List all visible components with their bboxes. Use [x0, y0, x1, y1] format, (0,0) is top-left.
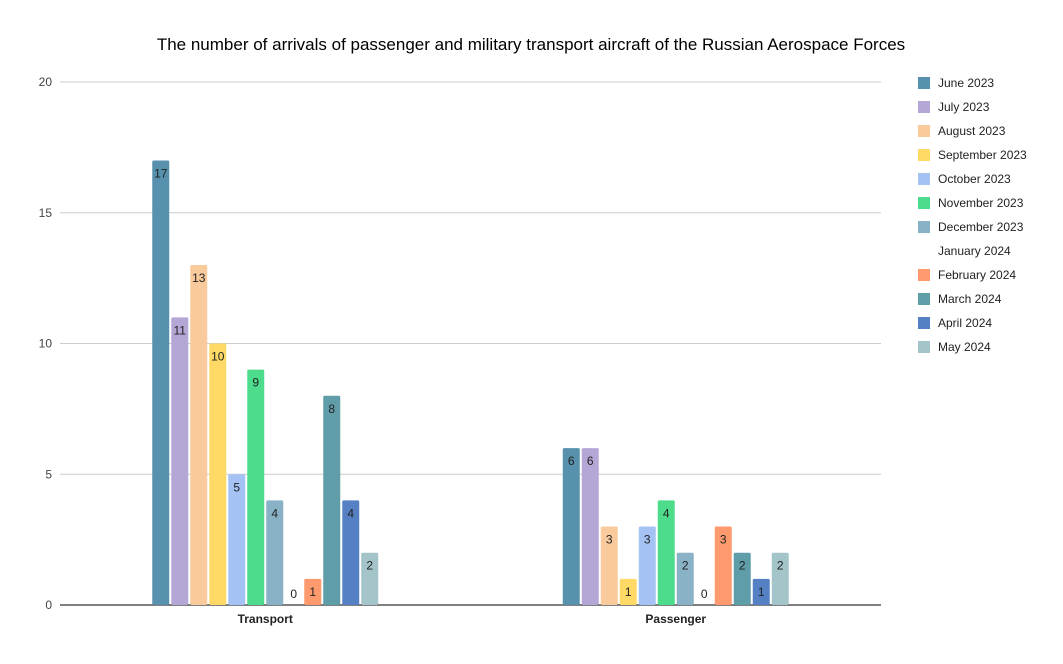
legend-item[interactable]: February 2024 [918, 268, 1016, 282]
legend-label: December 2023 [938, 220, 1024, 234]
bar [581, 448, 599, 605]
legend-swatch [918, 293, 930, 305]
data-label: 3 [644, 533, 651, 547]
legend-swatch [918, 101, 930, 113]
legend-label: March 2024 [938, 292, 1002, 306]
data-label: 2 [739, 559, 746, 573]
x-tick-label: Passenger [645, 612, 706, 626]
legend-swatch [918, 269, 930, 281]
legend-swatch [918, 125, 930, 137]
data-label: 6 [568, 454, 575, 468]
bar [152, 160, 170, 605]
legend-item[interactable]: July 2023 [918, 100, 990, 114]
y-tick-label: 10 [39, 337, 53, 351]
legend-item[interactable]: November 2023 [918, 196, 1024, 210]
bar [771, 552, 789, 605]
legend-item[interactable]: April 2024 [918, 316, 992, 330]
bar [266, 500, 284, 605]
legend-label: October 2023 [938, 172, 1011, 186]
bar [657, 500, 675, 605]
legend-swatch [918, 245, 930, 257]
legend-label: November 2023 [938, 196, 1024, 210]
chart-title: The number of arrivals of passenger and … [157, 35, 905, 54]
bar [562, 448, 580, 605]
legend-item[interactable]: October 2023 [918, 172, 1011, 186]
data-label: 5 [233, 480, 240, 494]
x-tick-label: Transport [238, 612, 293, 626]
data-label: 3 [606, 533, 613, 547]
bar [600, 526, 618, 605]
bar [228, 474, 246, 605]
legend-item[interactable]: January 2024 [918, 244, 1011, 258]
bar [342, 500, 360, 605]
legend-item[interactable]: December 2023 [918, 220, 1024, 234]
legend-swatch [918, 341, 930, 353]
legend-item[interactable]: May 2024 [918, 340, 991, 354]
data-label: 1 [625, 585, 632, 599]
data-label: 1 [758, 585, 765, 599]
data-label: 4 [663, 506, 670, 520]
y-tick-label: 5 [45, 467, 52, 481]
legend-label: July 2023 [938, 100, 990, 114]
bar [733, 552, 751, 605]
legend-label: April 2024 [938, 316, 992, 330]
legend-swatch [918, 197, 930, 209]
data-label: 2 [777, 559, 784, 573]
data-label: 17 [154, 166, 168, 180]
data-label: 0 [701, 587, 708, 601]
bar [304, 578, 322, 605]
bar [190, 265, 208, 605]
legend-label: August 2023 [938, 124, 1006, 138]
legend-item[interactable]: March 2024 [918, 292, 1002, 306]
legend-label: February 2024 [938, 268, 1016, 282]
legend-swatch [918, 77, 930, 89]
legend-swatch [918, 149, 930, 161]
legend-item[interactable]: August 2023 [918, 124, 1006, 138]
bar [171, 317, 189, 605]
bar [619, 578, 637, 605]
data-label: 3 [720, 533, 727, 547]
data-label: 4 [347, 506, 354, 520]
legend-label: June 2023 [938, 76, 994, 90]
data-label: 9 [252, 376, 259, 390]
data-label: 6 [587, 454, 594, 468]
data-label: 8 [328, 402, 335, 416]
bar [247, 369, 265, 605]
legend-label: September 2023 [938, 148, 1027, 162]
legend-item[interactable]: June 2023 [918, 76, 994, 90]
bar [638, 526, 656, 605]
data-label: 4 [271, 506, 278, 520]
legend-label: January 2024 [938, 244, 1011, 258]
data-label: 0 [290, 587, 297, 601]
bar [323, 395, 341, 605]
y-tick-label: 15 [39, 206, 53, 220]
data-label: 1 [309, 585, 316, 599]
data-label: 10 [211, 350, 225, 364]
bar [361, 552, 379, 605]
legend-label: May 2024 [938, 340, 991, 354]
legend-swatch [918, 173, 930, 185]
bar [676, 552, 694, 605]
legend-swatch [918, 221, 930, 233]
data-label: 13 [192, 271, 206, 285]
bar [752, 578, 770, 605]
legend-swatch [918, 317, 930, 329]
legend-item[interactable]: September 2023 [918, 148, 1027, 162]
bar [714, 526, 732, 605]
y-tick-label: 0 [45, 598, 52, 612]
data-label: 11 [174, 323, 187, 337]
y-tick-label: 20 [39, 75, 53, 89]
data-label: 2 [366, 559, 373, 573]
bar [209, 343, 227, 605]
data-label: 2 [682, 559, 689, 573]
